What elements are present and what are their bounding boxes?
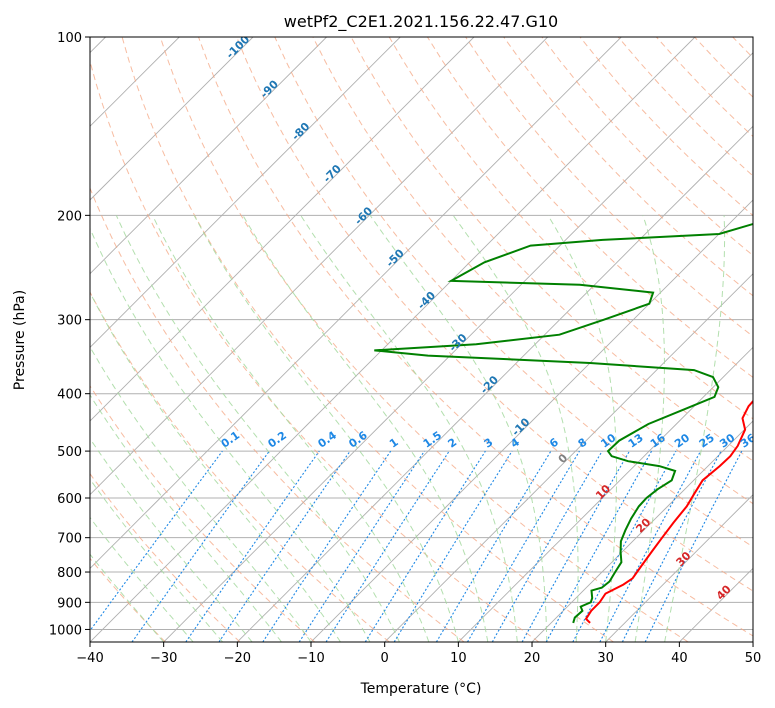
dry-adiabat-line <box>90 472 241 642</box>
mixing-ratio-line <box>298 450 425 642</box>
moist-adiabat-line <box>90 394 282 642</box>
plot-background <box>90 37 753 642</box>
moist-adiabat-line <box>242 215 489 642</box>
x-tick-label: −20 <box>224 651 251 666</box>
isotherm-line <box>90 37 549 496</box>
isotherm-line <box>90 37 401 348</box>
mixing-ratio-line <box>491 450 603 642</box>
y-tick-label: 100 <box>57 31 82 46</box>
dry-adiabat-line <box>503 37 753 297</box>
dry-adiabat-line <box>159 37 689 642</box>
y-tick-label: 900 <box>57 596 82 611</box>
mixing-ratio-line <box>521 450 630 642</box>
y-tick-label: 700 <box>57 532 82 547</box>
y-tick-label: 400 <box>57 388 82 403</box>
moist-adiabat-line <box>664 215 726 642</box>
dry-adiabat-line <box>198 37 753 637</box>
dry-adiabat-line <box>121 37 614 642</box>
x-tick-label: 10 <box>450 651 467 666</box>
isotherm-line <box>458 346 753 642</box>
moist-adiabat-line <box>115 215 400 642</box>
x-tick-label: −40 <box>76 651 103 666</box>
mixing-ratio-line <box>325 450 450 642</box>
x-tick-label: 0 <box>381 651 389 666</box>
isotherm-line <box>163 52 753 642</box>
temperature-profile <box>584 399 753 624</box>
x-tick-label: 50 <box>745 651 762 666</box>
y-axis-title: Pressure (hPa) <box>12 290 28 390</box>
dry-adiabat-line <box>90 59 540 642</box>
grid-layer <box>90 37 753 642</box>
x-tick-label: −10 <box>297 651 324 666</box>
isotherm-line <box>605 494 753 642</box>
isotherm-line <box>531 420 753 642</box>
x-tick-label: −30 <box>150 651 177 666</box>
moist-adiabat-line <box>452 215 579 642</box>
x-tick-label: 20 <box>524 651 541 666</box>
x-axis-title: Temperature (°C) <box>360 681 482 697</box>
y-axis: 1000 900 800 700 600 500 400 300 200 100 <box>49 31 90 638</box>
moist-adiabat-line <box>90 478 223 642</box>
moist-adiabat-line <box>90 437 253 642</box>
mixing-ratio-line <box>185 450 320 642</box>
dry-adiabat-line <box>274 37 753 548</box>
moist-adiabat-line <box>90 346 312 642</box>
mixing-ratio-line <box>621 450 722 642</box>
mixing-ratio-line <box>90 450 223 632</box>
isotherm-line <box>679 567 753 642</box>
x-axis: −40 −30 −20 −10 0 10 20 30 40 50 <box>76 642 761 666</box>
isotherm-line <box>90 37 622 569</box>
dry-adiabat-line <box>90 384 316 642</box>
mixing-ratio-line <box>262 450 392 642</box>
mixing-ratio-line <box>393 450 513 642</box>
dry-adiabat-line <box>426 37 753 378</box>
y-tick-label: 300 <box>57 314 82 329</box>
y-tick-label: 600 <box>57 492 82 507</box>
isotherm-line <box>310 199 753 642</box>
x-tick-label: 40 <box>671 651 688 666</box>
dry-adiabat-line <box>90 186 465 642</box>
x-tick-label: 30 <box>597 651 614 666</box>
dewpoint-profile <box>374 222 753 624</box>
mixing-ratio-line <box>218 450 351 642</box>
dry-adiabat-line <box>350 37 753 462</box>
y-tick-label: 500 <box>57 445 82 460</box>
isotherm-line <box>90 37 475 422</box>
y-tick-label: 800 <box>57 566 82 581</box>
mixing-ratio-line <box>545 450 653 642</box>
series-layer <box>374 222 753 624</box>
moist-adiabat-line <box>193 215 459 642</box>
mixing-ratio-line <box>572 450 677 642</box>
moist-adiabat-line <box>90 291 341 642</box>
moist-adiabat-line <box>634 215 665 642</box>
plot-frame <box>89 36 754 643</box>
mixing-ratio-line <box>131 450 270 642</box>
mixing-ratio-line <box>644 450 743 642</box>
dry-adiabat-line <box>388 37 753 420</box>
dry-adiabat-line <box>465 37 753 338</box>
moist-adiabat-line <box>547 215 618 642</box>
dry-adiabat-line <box>90 291 390 642</box>
moist-adiabat-line <box>152 215 430 642</box>
y-tick-label: 200 <box>57 209 82 224</box>
dry-adiabat-line <box>236 37 753 592</box>
y-tick-label: 1000 <box>49 623 82 638</box>
chart-title: wetPf2_C2E1.2021.156.22.47.G10 <box>284 12 558 32</box>
moist-adiabat-line <box>90 227 371 642</box>
moist-adiabat-line <box>369 215 548 642</box>
